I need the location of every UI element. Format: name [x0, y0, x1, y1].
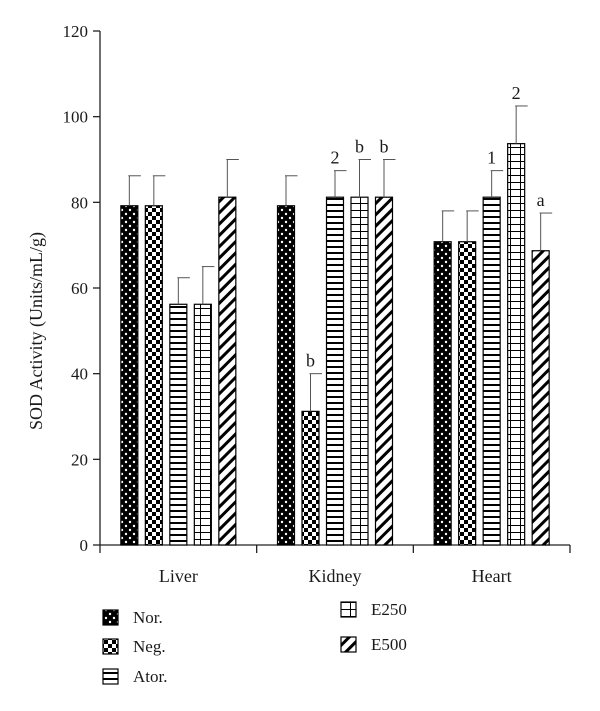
bar — [507, 143, 526, 546]
significance-label: b — [380, 137, 389, 157]
y-tick-label: 20 — [71, 450, 88, 469]
bar — [218, 196, 237, 546]
bar — [193, 303, 212, 546]
x-tick-label: Kidney — [309, 566, 362, 586]
significance-label: a — [537, 190, 545, 210]
bar — [350, 196, 369, 546]
bar — [169, 303, 188, 546]
x-tick-label: Heart — [472, 566, 512, 586]
y-tick-label: 40 — [71, 365, 88, 384]
legend-swatch — [102, 609, 119, 626]
legend-swatch — [102, 638, 119, 655]
bar — [325, 196, 345, 546]
bar — [458, 241, 477, 546]
legend: Nor. Neg. Ator. E250 E500 — [102, 600, 407, 686]
bar — [276, 205, 296, 546]
x-tick-label: Liver — [159, 566, 198, 586]
y-tick-label: 80 — [71, 193, 88, 212]
bar — [374, 196, 394, 546]
bar — [120, 205, 139, 546]
bar — [301, 410, 320, 546]
y-tick-label: 120 — [63, 22, 89, 41]
legend-label: Nor. — [133, 608, 163, 627]
bar — [531, 250, 550, 546]
bar — [433, 241, 452, 546]
legend-label: E500 — [371, 635, 407, 654]
y-axis-label: SOD Activity (Units/mL/g) — [26, 232, 47, 430]
y-tick-label: 0 — [80, 536, 89, 555]
significance-label: b — [355, 137, 364, 157]
significance-label: b — [306, 351, 315, 371]
legend-label: Ator. — [133, 667, 167, 686]
legend-label: Neg. — [133, 637, 166, 656]
legend-swatch — [340, 601, 357, 618]
legend-swatch — [340, 636, 357, 653]
significance-label: 2 — [331, 148, 340, 168]
y-tick-label: 100 — [63, 108, 89, 127]
legend-label: E250 — [371, 600, 407, 619]
significance-label: 2 — [512, 83, 521, 103]
legend-swatch — [102, 668, 119, 685]
bar — [144, 205, 163, 546]
y-tick-label: 60 — [71, 279, 88, 298]
axes: 0 20 40 60 80 100 120 Liver Kidney Heart — [63, 22, 571, 586]
significance-label: 1 — [487, 148, 496, 168]
bar — [482, 196, 501, 546]
